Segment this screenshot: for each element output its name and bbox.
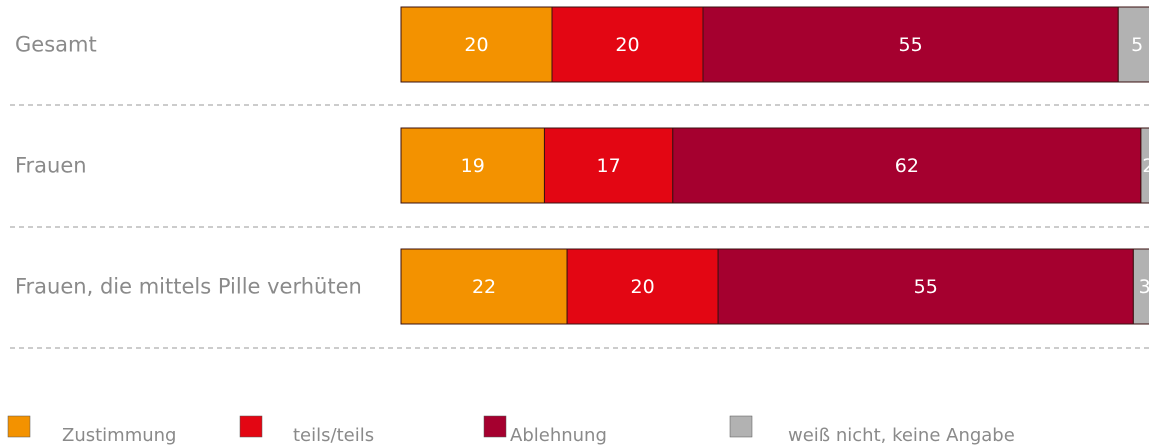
value-label: 55 [914, 276, 938, 298]
category-label: Gesamt [15, 33, 97, 57]
value-label: 3 [1139, 276, 1149, 298]
bar-segment [1140, 127, 1149, 204]
bar-segment [1132, 248, 1149, 325]
category-label: Frauen, die mittels Pille verhüten [15, 275, 362, 299]
legend-swatch [239, 415, 263, 438]
category-label: Frauen [15, 154, 87, 178]
bar-segment [672, 127, 1142, 204]
legend-swatch [729, 415, 753, 438]
value-label: 20 [631, 276, 655, 298]
value-label: 62 [895, 155, 919, 177]
bar-segment [1117, 6, 1149, 83]
legend-label: weiß nicht, keine Angabe [788, 425, 1015, 445]
legend-swatch [7, 415, 31, 438]
legend-label: Ablehnung [510, 425, 607, 445]
bar-segment [543, 127, 674, 204]
value-label: 20 [464, 34, 488, 56]
legend-label: teils/teils [293, 425, 374, 445]
value-label: 19 [461, 155, 485, 177]
value-label: 17 [597, 155, 621, 177]
bar-segment [566, 248, 719, 325]
value-label: 22 [472, 276, 496, 298]
value-label: 20 [615, 34, 639, 56]
value-label: 5 [1131, 34, 1143, 56]
bar-segment [717, 248, 1134, 325]
bar-segment [551, 6, 704, 83]
legend-label: Zustimmung [62, 425, 177, 445]
legend-swatch [483, 415, 507, 438]
value-label: 2 [1142, 155, 1149, 177]
bar-segment [702, 6, 1119, 83]
bar-segment [400, 6, 553, 83]
value-label: 55 [899, 34, 923, 56]
bar-segment [400, 127, 545, 204]
